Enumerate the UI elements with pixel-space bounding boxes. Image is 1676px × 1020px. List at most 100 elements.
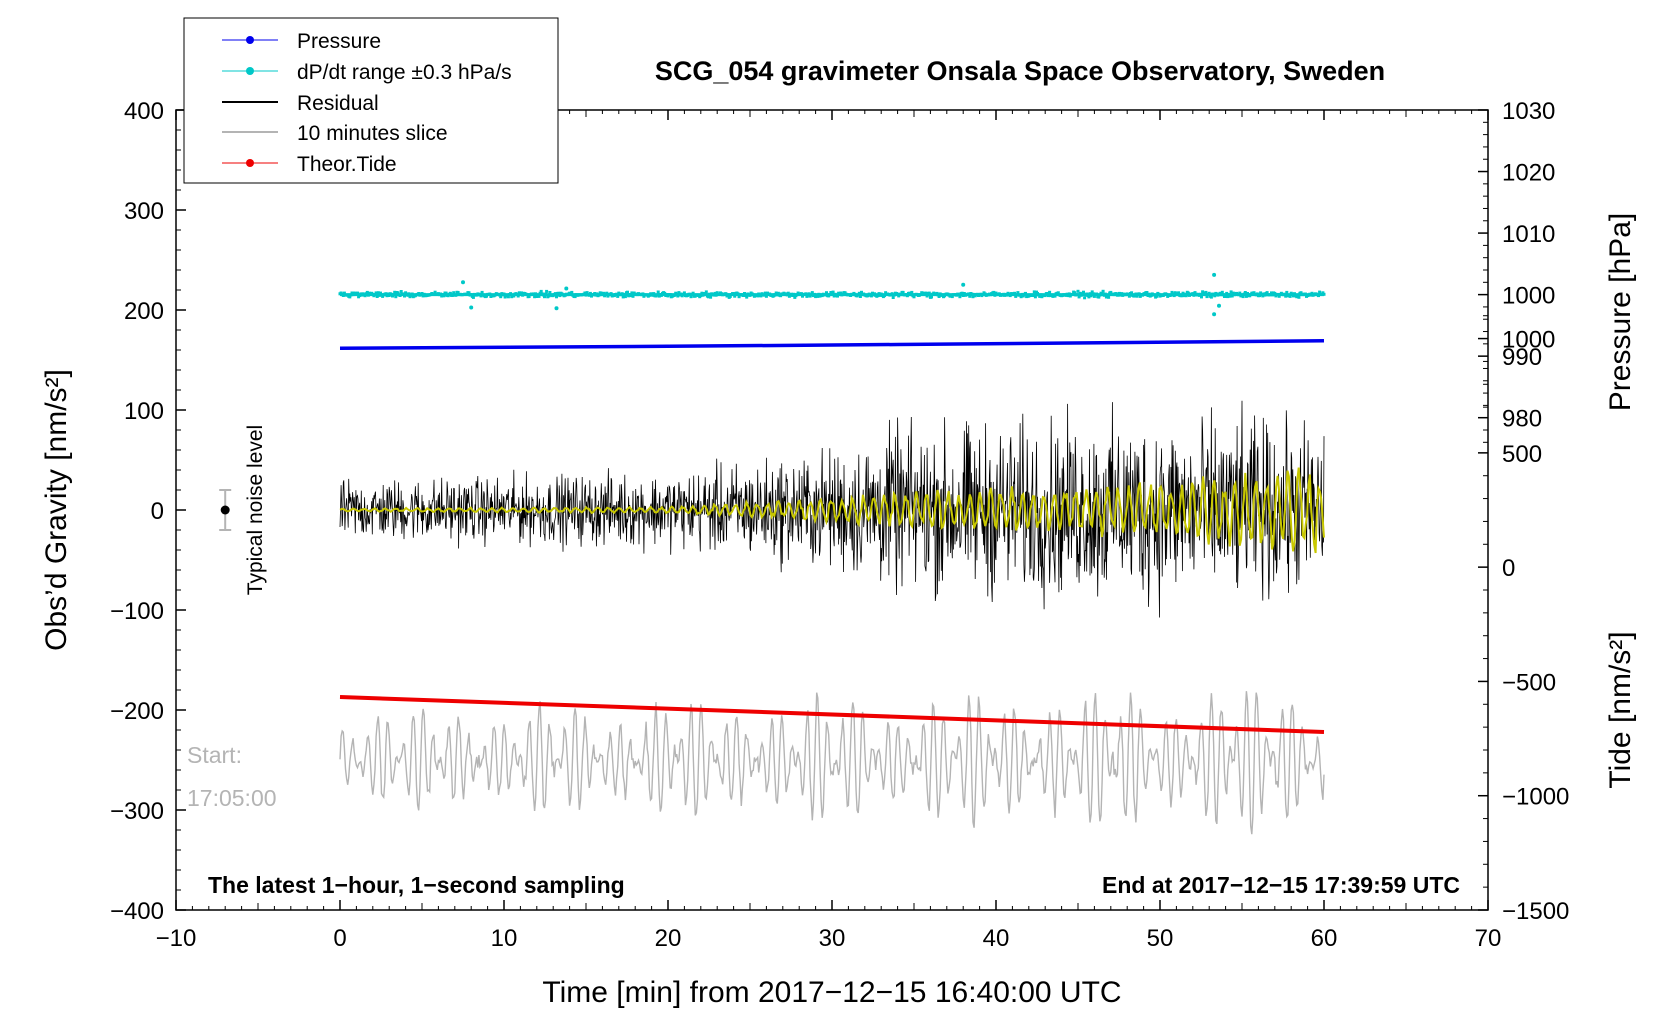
x-tick-label: 10	[491, 925, 518, 952]
x-tick-label: 0	[333, 925, 346, 952]
y-tick-label: −300	[110, 798, 164, 825]
dpdt-point	[910, 290, 914, 294]
dpdt-point	[704, 290, 708, 294]
dpdt-point	[545, 289, 549, 293]
dpdt-point	[1318, 290, 1322, 294]
dpdt-point	[763, 291, 767, 295]
dpdt-point	[1244, 294, 1248, 298]
dpdt-point	[393, 290, 397, 294]
dpdt-point	[585, 291, 589, 295]
dpdt-point	[774, 291, 778, 295]
dpdt-point	[356, 291, 359, 295]
dpdt-point	[825, 291, 828, 295]
tide-tick-label: −1500	[1502, 898, 1569, 925]
dpdt-point	[374, 291, 378, 295]
legend-item-residual: Residual	[222, 92, 379, 115]
pressure-tick-label: 1010	[1502, 221, 1555, 248]
dpdt-point	[1209, 295, 1213, 299]
dpdt-point	[1220, 290, 1224, 294]
series-residual-line	[339, 400, 1325, 618]
dpdt-point	[348, 295, 352, 299]
dpdt-point	[1297, 295, 1301, 299]
x-tick-label: 60	[1311, 925, 1338, 952]
dpdt-point	[1092, 294, 1096, 298]
dpdt-point	[1135, 294, 1139, 298]
dpdt-point	[1155, 294, 1159, 298]
x-tick-label: −10	[156, 925, 197, 952]
dpdt-point	[342, 291, 346, 295]
dpdt-point	[968, 294, 972, 298]
dpdt-point	[1083, 296, 1087, 300]
dpdt-point	[884, 291, 888, 295]
dpdt-point	[399, 290, 403, 293]
dpdt-point	[1101, 289, 1105, 293]
dpdt-point	[839, 291, 843, 295]
dpdt-point	[707, 295, 710, 299]
y-tick-label: −400	[110, 898, 164, 925]
dpdt-point	[656, 290, 660, 294]
dpdt-point	[927, 291, 931, 295]
legend-marker-tide	[246, 159, 254, 167]
dpdt-point	[992, 290, 996, 294]
dpdt-point	[467, 291, 471, 295]
noise-error-bar	[219, 489, 232, 531]
dpdt-point	[958, 295, 962, 299]
dpdt-point	[499, 295, 503, 299]
dpdt-point	[1076, 289, 1080, 293]
dpdt-point	[1127, 294, 1131, 298]
dpdt-point	[858, 295, 862, 298]
dpdt-point	[745, 295, 749, 299]
dpdt-point	[689, 295, 693, 299]
dpdt-point	[831, 290, 835, 294]
dpdt-point	[971, 295, 975, 299]
dpdt-outlier-point	[961, 282, 966, 287]
dpdt-point	[801, 294, 804, 298]
dpdt-point	[1048, 290, 1052, 294]
dpdt-point	[1224, 295, 1228, 298]
pressure-tick-label: 1030	[1502, 98, 1555, 125]
dpdt-point	[480, 290, 484, 294]
dpdt-point	[912, 295, 916, 299]
tide-tick-label: 0	[1502, 555, 1515, 582]
dpdt-point	[1077, 295, 1081, 299]
dpdt-point	[1107, 295, 1111, 299]
dpdt-point	[394, 295, 398, 299]
legend-item-pressure: Pressure	[222, 30, 381, 53]
dpdt-outlier-point	[1212, 312, 1217, 317]
dpdt-point	[829, 291, 833, 294]
dpdt-point	[506, 295, 510, 299]
dpdt-point	[1097, 295, 1101, 299]
dpdt-point	[1284, 294, 1288, 298]
dpdt-point	[1087, 295, 1091, 299]
dpdt-point	[1226, 295, 1230, 299]
x-tick-label: 70	[1475, 925, 1502, 952]
dpdt-point	[1082, 290, 1085, 294]
dpdt-point	[1032, 290, 1036, 294]
chart-title: SCG_054 gravimeter Onsala Space Observat…	[655, 56, 1385, 86]
dpdt-point	[444, 291, 448, 295]
dpdt-point	[631, 294, 635, 298]
start-time: 17:05:00	[187, 785, 277, 811]
dpdt-point	[1109, 290, 1113, 294]
legend-item-tide: Theor.Tide	[222, 153, 397, 176]
series-pressure-line	[339, 339, 1325, 350]
dpdt-point	[1177, 291, 1181, 295]
dpdt-outlier-point	[564, 286, 569, 291]
dpdt-point	[616, 294, 620, 298]
dpdt-point	[520, 291, 523, 295]
dpdt-point	[535, 295, 539, 298]
series-slice-line	[339, 691, 1325, 835]
noise-bar-point	[220, 505, 230, 515]
dpdt-point	[1145, 291, 1149, 294]
dpdt-point	[1252, 291, 1256, 295]
legend-marker-pressure	[246, 36, 254, 44]
dpdt-point	[543, 295, 546, 299]
dpdt-point	[379, 291, 382, 295]
legend-label-tide: Theor.Tide	[297, 153, 397, 176]
dpdt-point	[677, 291, 681, 295]
pressure-tick-label: 990	[1502, 344, 1542, 371]
dpdt-point	[510, 295, 514, 299]
dpdt-point	[1200, 295, 1203, 299]
dpdt-point	[537, 294, 541, 298]
y-axis-label: Obs’d Gravity [nm/s²]	[40, 369, 73, 651]
